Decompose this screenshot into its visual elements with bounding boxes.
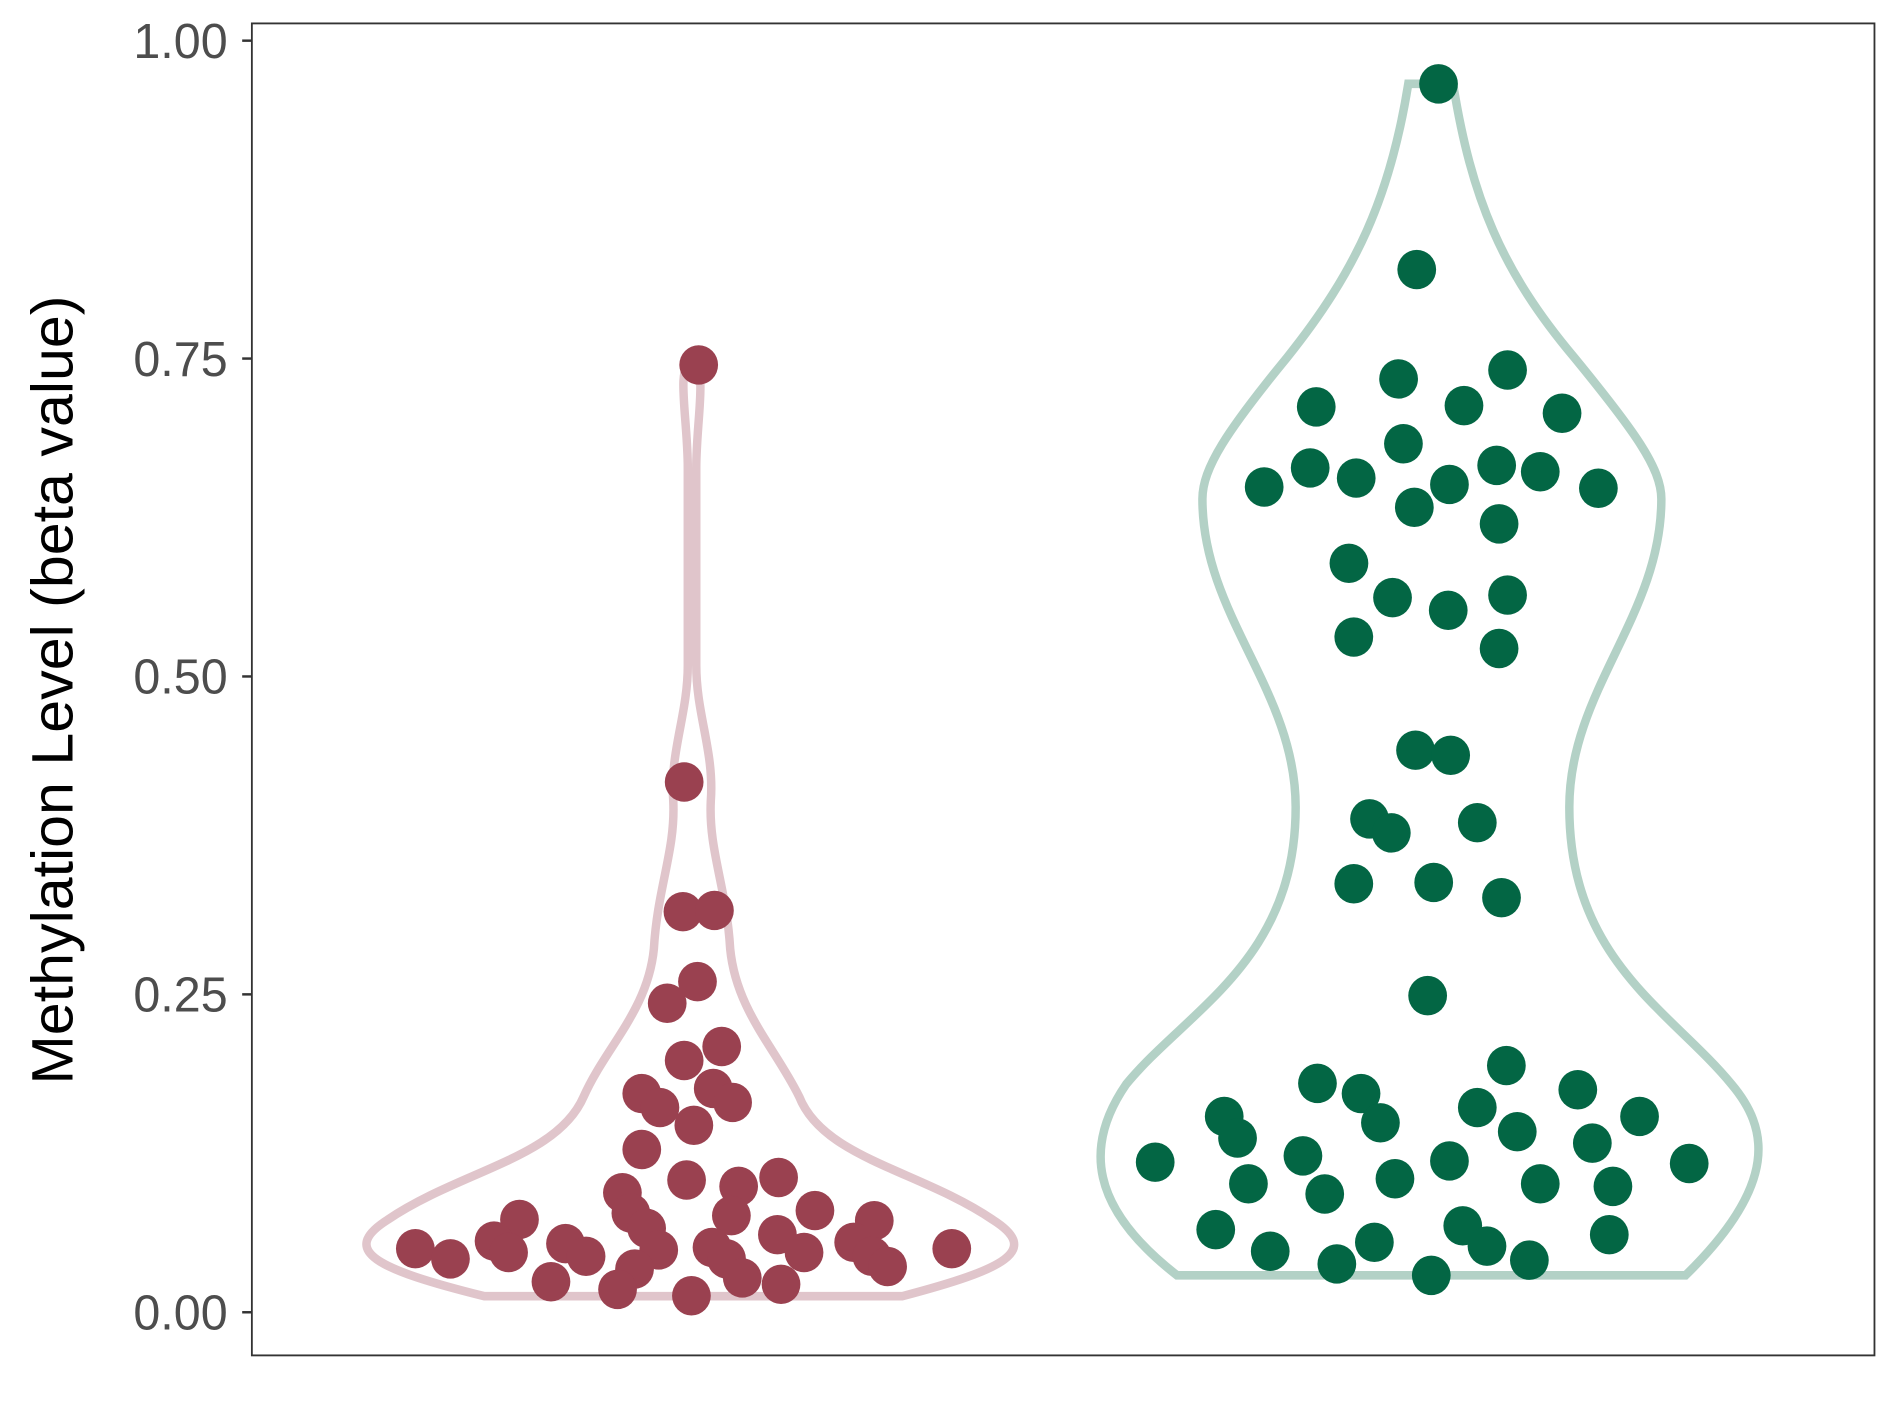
data-point-group-2	[1520, 1164, 1560, 1204]
data-point-group-2	[1488, 350, 1527, 390]
data-point-group-1	[489, 1232, 528, 1273]
data-point-group-2	[1414, 862, 1454, 903]
data-point-group-1	[713, 1082, 752, 1123]
data-point-group-2	[1509, 1240, 1549, 1280]
data-point-group-2	[1373, 577, 1412, 618]
data-point-group-1	[663, 891, 703, 932]
data-point-group-2	[1542, 393, 1582, 433]
data-point-group-2	[1371, 813, 1411, 853]
data-point-group-1	[664, 762, 704, 802]
data-point-group-2	[1444, 385, 1484, 426]
data-point-group-2	[1477, 445, 1517, 486]
data-point-group-2	[1334, 617, 1374, 657]
data-point-group-1	[784, 1232, 824, 1273]
data-point-group-2	[1579, 468, 1618, 508]
data-point-group-2	[1457, 1087, 1497, 1128]
data-point-group-2	[1488, 575, 1527, 615]
data-point-group-1	[395, 1228, 435, 1269]
data-point-group-1	[431, 1239, 470, 1279]
data-point-group-1	[674, 1105, 714, 1146]
data-point-group-1	[702, 1026, 742, 1067]
y-tick-label: 0.50	[133, 650, 227, 704]
data-point-group-2	[1305, 1174, 1345, 1214]
data-point-group-1	[868, 1246, 907, 1287]
data-point-group-2	[1558, 1070, 1598, 1110]
data-point-group-1	[795, 1190, 835, 1231]
data-point-group-1	[722, 1258, 762, 1298]
data-point-group-2	[1479, 628, 1519, 669]
data-point-group-2	[1479, 504, 1519, 544]
data-point-group-1	[712, 1195, 751, 1236]
data-point-group-2	[1430, 1141, 1469, 1181]
y-axis-label: Methylation Level (beta value)	[21, 296, 85, 1085]
data-point-group-1	[761, 1264, 801, 1305]
data-point-group-2	[1457, 802, 1497, 843]
data-point-group-2	[1329, 543, 1369, 584]
data-point-group-2	[1135, 1142, 1175, 1182]
data-point-group-1	[647, 983, 687, 1023]
data-point-group-1	[667, 1160, 706, 1200]
data-point-group-1	[664, 1040, 704, 1081]
data-point-group-2	[1394, 487, 1434, 528]
data-point-group-2	[1375, 1159, 1415, 1199]
y-axis: 0.00 0.25 0.50 0.75 1.00	[133, 15, 252, 1341]
data-point-group-1	[679, 345, 719, 385]
data-point-group-2	[1317, 1244, 1357, 1284]
data-point-group-2	[1520, 452, 1560, 492]
data-point-group-1	[640, 1087, 680, 1128]
data-point-group-2	[1290, 448, 1330, 488]
plot-panel	[250, 22, 1876, 1357]
data-point-group-2	[1334, 864, 1374, 904]
data-point-group-2	[1467, 1226, 1507, 1266]
data-point-group-2	[1361, 1103, 1400, 1143]
data-point-group-2	[1298, 1063, 1337, 1104]
data-point-group-2	[1384, 424, 1423, 464]
data-point-group-2	[1411, 1255, 1451, 1296]
data-point-group-1	[598, 1269, 637, 1310]
data-point-group-1	[932, 1228, 972, 1269]
data-point-group-1	[566, 1236, 606, 1277]
data-point-group-2	[1419, 64, 1458, 104]
data-point-group-1	[759, 1157, 798, 1198]
data-point-group-2	[1593, 1166, 1633, 1207]
data-point-group-2	[1669, 1143, 1709, 1184]
data-point-group-2	[1196, 1209, 1236, 1250]
data-point-group-2	[1486, 1045, 1526, 1086]
data-point-group-2	[1229, 1164, 1268, 1204]
data-point-group-1	[622, 1129, 662, 1170]
data-point-group-2	[1589, 1214, 1629, 1255]
violin-group-1	[362, 360, 1019, 1301]
data-point-group-2	[1396, 730, 1435, 770]
y-tick-label: 0.25	[133, 968, 227, 1022]
data-point-group-1	[678, 961, 717, 1002]
y-tick-label: 0.75	[133, 332, 227, 386]
data-point-group-1	[695, 890, 734, 931]
data-point-group-2	[1428, 590, 1468, 631]
violin-group-2	[1096, 79, 1763, 1280]
data-point-group-2	[1244, 467, 1284, 507]
data-point-group-2	[1572, 1123, 1612, 1163]
data-point-group-2	[1431, 735, 1471, 776]
data-point-group-2	[1296, 387, 1336, 427]
data-point-group-2	[1283, 1136, 1323, 1176]
data-point-group-2	[1354, 1222, 1394, 1263]
data-point-group-1	[500, 1199, 539, 1240]
data-point-group-2	[1379, 359, 1418, 399]
data-point-group-2	[1397, 249, 1437, 290]
data-point-group-2	[1430, 464, 1469, 505]
data-point-group-2	[1336, 458, 1376, 498]
y-tick-label: 0.00	[133, 1286, 227, 1340]
y-tick-label: 1.00	[133, 15, 227, 69]
data-point-group-2	[1408, 975, 1448, 1016]
data-point-group-2	[1497, 1111, 1537, 1152]
data-point-group-2	[1218, 1118, 1257, 1158]
data-point-group-2	[1482, 878, 1521, 918]
data-point-group-2	[1341, 1073, 1381, 1114]
data-point-group-1	[531, 1262, 571, 1302]
data-point-group-1	[672, 1276, 711, 1316]
data-point-group-2	[1620, 1096, 1659, 1137]
data-point-group-2	[1250, 1231, 1290, 1271]
